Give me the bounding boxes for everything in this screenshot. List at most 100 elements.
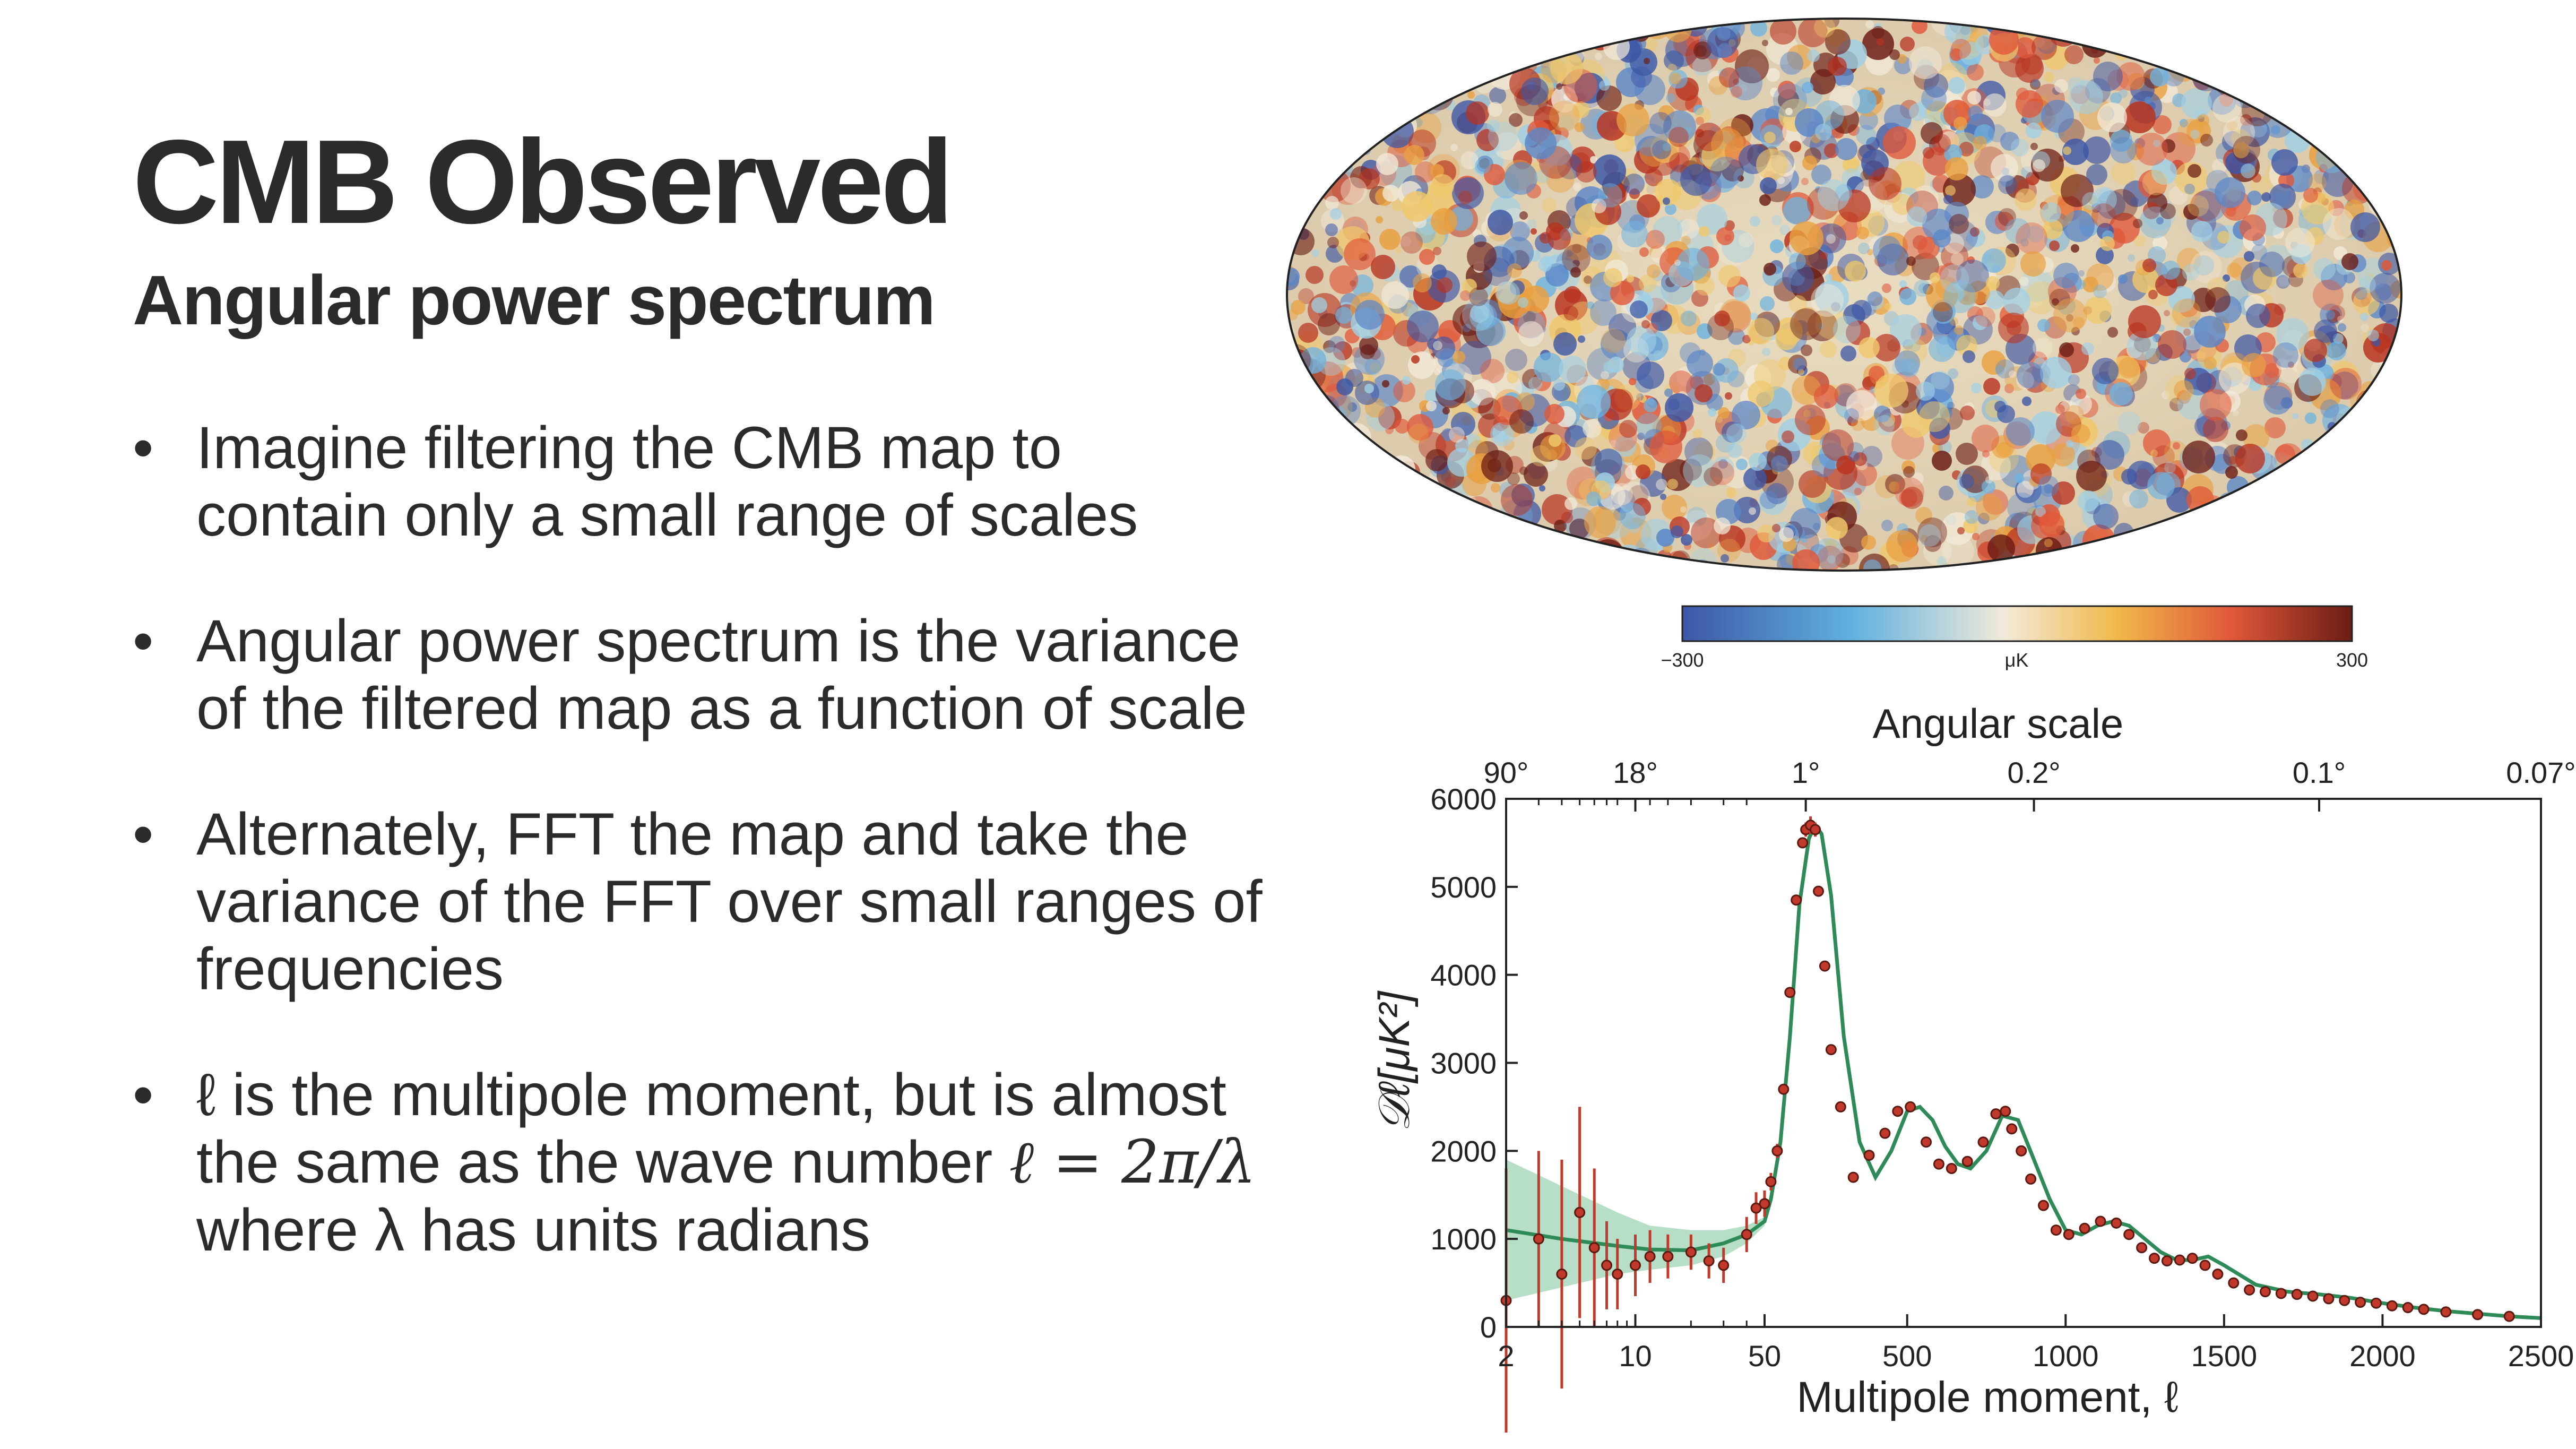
sky-fluctuation bbox=[2117, 411, 2141, 435]
sky-fluctuation bbox=[1790, 508, 1821, 539]
sky-fluctuation bbox=[2006, 244, 2019, 257]
sky-fluctuation bbox=[1717, 43, 1732, 58]
sky-fluctuation bbox=[1619, 420, 1637, 438]
sky-fluctuation bbox=[1770, 239, 1784, 253]
data-point bbox=[2161, 1255, 2173, 1267]
sky-fluctuation bbox=[1524, 462, 1548, 487]
sky-fluctuation bbox=[1867, 249, 1873, 255]
data-point bbox=[1797, 837, 1809, 849]
sky-fluctuation bbox=[1874, 415, 1895, 435]
sky-fluctuation bbox=[1954, 325, 1964, 335]
sky-fluctuation bbox=[1764, 132, 1776, 143]
sky-fluctuation bbox=[1957, 527, 1965, 534]
sky-fluctuation bbox=[1735, 49, 1769, 83]
sky-fluctuation bbox=[1318, 313, 1340, 335]
sky-fluctuation bbox=[2130, 197, 2139, 205]
data-point bbox=[2000, 1106, 2011, 1117]
sky-fluctuation bbox=[1782, 430, 1794, 443]
x-tick-label: 1500 bbox=[2191, 1339, 2258, 1373]
sky-fluctuation bbox=[2033, 159, 2045, 172]
sky-fluctuation bbox=[1488, 102, 1502, 117]
sky-fluctuation bbox=[1333, 341, 1352, 360]
sky-fluctuation bbox=[2180, 119, 2188, 127]
sky-fluctuation bbox=[1704, 467, 1723, 486]
bullet-line: ℓ is the multipole moment, but is almost bbox=[196, 1062, 1226, 1128]
data-point bbox=[1685, 1246, 1697, 1258]
sky-fluctuation bbox=[1491, 483, 1500, 493]
sky-fluctuation bbox=[1909, 46, 1942, 79]
sky-fluctuation bbox=[1548, 227, 1571, 250]
colorbar-max-label: 300 bbox=[2336, 649, 2368, 671]
bullet-line-text: the same as the wave number bbox=[196, 1129, 1009, 1195]
sky-fluctuation bbox=[2128, 254, 2135, 262]
sky-fluctuation bbox=[1811, 284, 1844, 317]
sky-fluctuation bbox=[1748, 318, 1774, 344]
sky-fluctuation bbox=[2153, 140, 2160, 147]
data-point bbox=[1825, 1044, 1837, 1056]
sky-fluctuation bbox=[1488, 210, 1513, 235]
sky-fluctuation bbox=[1790, 141, 1801, 152]
sky-fluctuation bbox=[1770, 19, 1796, 45]
sky-fluctuation bbox=[2093, 62, 2123, 91]
sky-fluctuation bbox=[1376, 216, 1383, 223]
sky-fluctuation bbox=[1621, 221, 1648, 247]
sky-fluctuation bbox=[1663, 110, 1696, 143]
data-point bbox=[1879, 1127, 1891, 1139]
sky-fluctuation bbox=[1556, 83, 1562, 90]
sky-fluctuation bbox=[2043, 219, 2063, 239]
sky-fluctuation bbox=[2250, 120, 2267, 137]
sky-fluctuation bbox=[2032, 34, 2057, 60]
sky-fluctuation bbox=[1789, 253, 1806, 270]
sky-fluctuation bbox=[2041, 100, 2074, 133]
sky-fluctuation bbox=[2161, 261, 2180, 280]
sky-fluctuation bbox=[1395, 419, 1410, 434]
sky-fluctuation bbox=[1408, 424, 1429, 444]
sky-fluctuation bbox=[1699, 226, 1709, 237]
sky-fluctuation bbox=[1932, 134, 1951, 153]
colorbar-unit-label: μK bbox=[2005, 649, 2029, 671]
sky-fluctuation bbox=[1795, 404, 1826, 435]
sky-fluctuation bbox=[1930, 272, 1940, 283]
sky-fluctuation bbox=[1959, 474, 1974, 489]
sky-fluctuation bbox=[1646, 230, 1665, 249]
sky-fluctuation bbox=[2026, 123, 2042, 139]
sky-fluctuation bbox=[1835, 138, 1857, 160]
sky-fluctuation bbox=[1433, 341, 1442, 350]
sky-fluctuation bbox=[1619, 503, 1646, 529]
sky-fluctuation bbox=[1889, 481, 1899, 492]
sky-fluctuation bbox=[2320, 399, 2339, 418]
sky-fluctuation bbox=[2252, 173, 2261, 183]
sky-fluctuation bbox=[1336, 378, 1353, 395]
sky-fluctuation bbox=[2191, 221, 2212, 242]
sky-fluctuation bbox=[1670, 73, 1681, 84]
sky-fluctuation bbox=[2027, 226, 2044, 243]
sky-fluctuation bbox=[2235, 444, 2265, 473]
sky-fluctuation bbox=[1601, 371, 1609, 380]
sky-fluctuation bbox=[1779, 225, 1790, 235]
top-axis-tick-label: 90° bbox=[1484, 756, 1529, 789]
sky-fluctuation bbox=[1945, 157, 1968, 180]
sky-fluctuation bbox=[1799, 470, 1826, 498]
sky-fluctuation bbox=[1845, 261, 1866, 282]
sky-fluctuation bbox=[1727, 443, 1742, 458]
bullet-item: • ℓ is the multipole moment, but is almo… bbox=[133, 1061, 1364, 1264]
sky-fluctuation bbox=[1733, 284, 1750, 301]
sky-fluctuation bbox=[1649, 112, 1672, 134]
sky-fluctuation bbox=[1577, 385, 1611, 419]
bullet-item: • Imagine filtering the CMB map to conta… bbox=[133, 414, 1364, 549]
sky-fluctuation bbox=[2097, 102, 2127, 132]
sky-fluctuation bbox=[2233, 142, 2249, 158]
sky-fluctuation bbox=[2017, 362, 2043, 389]
data-point bbox=[2418, 1304, 2430, 1315]
sky-fluctuation bbox=[1402, 191, 1432, 222]
sky-fluctuation bbox=[1912, 185, 1939, 212]
sky-fluctuation bbox=[1328, 336, 1345, 353]
sky-fluctuation bbox=[2070, 393, 2092, 415]
sky-fluctuation bbox=[1778, 81, 1796, 99]
sky-fluctuation bbox=[1644, 58, 1650, 64]
sky-fluctuation bbox=[1441, 428, 1454, 441]
sky-fluctuation bbox=[1889, 49, 1900, 60]
sky-fluctuation bbox=[1886, 530, 1918, 562]
sky-fluctuation bbox=[1987, 534, 2015, 562]
sky-fluctuation bbox=[1507, 263, 1522, 278]
